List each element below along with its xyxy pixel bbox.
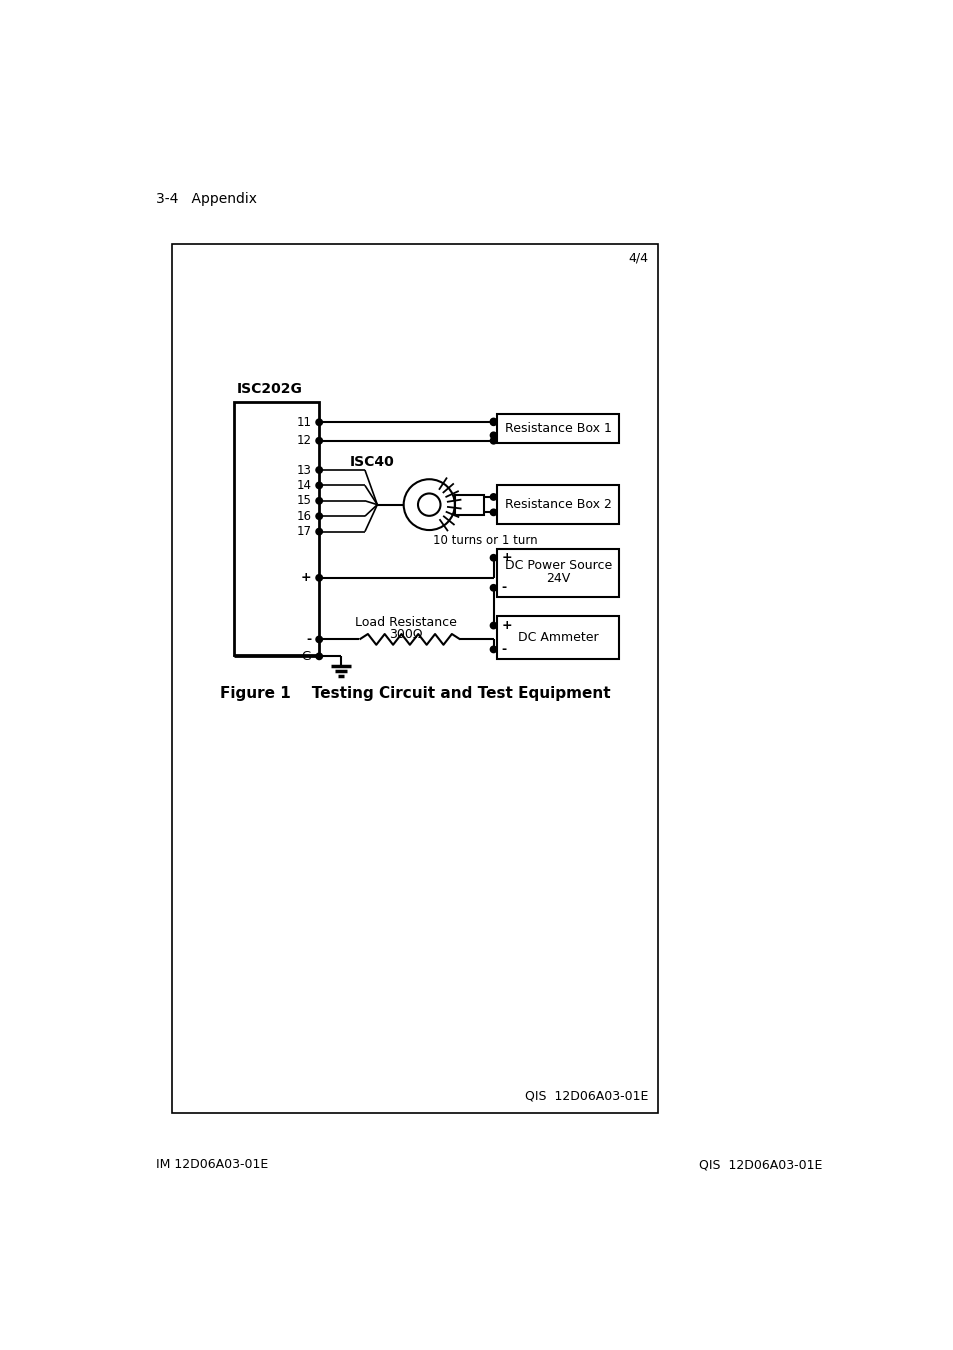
Bar	[455, 494, 484, 514]
Text: Load Resistance: Load Resistance	[355, 616, 456, 629]
Circle shape	[315, 528, 322, 535]
Text: 12: 12	[296, 435, 311, 447]
Circle shape	[315, 482, 322, 489]
Circle shape	[490, 585, 497, 591]
Circle shape	[490, 647, 497, 652]
Text: -: -	[306, 633, 311, 645]
Text: +: +	[500, 551, 512, 564]
Text: +: +	[500, 620, 512, 632]
Circle shape	[490, 437, 497, 444]
Text: 17: 17	[296, 525, 311, 539]
Circle shape	[315, 636, 322, 643]
Circle shape	[315, 420, 322, 425]
Circle shape	[490, 418, 497, 424]
Text: DC Power Source: DC Power Source	[504, 559, 611, 572]
Circle shape	[490, 622, 497, 629]
Text: 24V: 24V	[545, 572, 570, 586]
Text: ISC202G: ISC202G	[236, 382, 303, 396]
Bar	[172, 244, 658, 1112]
Text: 300Ω: 300Ω	[389, 628, 422, 641]
Bar	[497, 414, 618, 443]
Circle shape	[315, 575, 322, 580]
Text: 11: 11	[296, 416, 311, 429]
Circle shape	[417, 494, 440, 516]
Bar	[233, 402, 319, 655]
Circle shape	[315, 653, 322, 659]
Bar	[497, 486, 618, 524]
Circle shape	[315, 513, 322, 520]
Text: G: G	[301, 649, 311, 663]
Text: 13: 13	[296, 463, 311, 477]
Text: -: -	[500, 643, 506, 656]
Text: ISC40: ISC40	[350, 455, 395, 470]
Text: DC Ammeter: DC Ammeter	[517, 630, 598, 644]
Text: 15: 15	[296, 494, 311, 508]
Text: 14: 14	[296, 479, 311, 491]
Circle shape	[490, 494, 497, 499]
Text: 4/4: 4/4	[628, 251, 648, 265]
Text: Resistance Box 2: Resistance Box 2	[504, 498, 611, 512]
Text: 16: 16	[296, 510, 311, 522]
Circle shape	[315, 467, 322, 472]
Text: Figure 1    Testing Circuit and Test Equipment: Figure 1 Testing Circuit and Test Equipm…	[219, 686, 610, 701]
Circle shape	[315, 437, 322, 444]
Text: -: -	[500, 582, 506, 594]
Text: IM 12D06A03-01E: IM 12D06A03-01E	[155, 1158, 268, 1170]
Circle shape	[403, 479, 455, 531]
Text: QIS  12D06A03-01E: QIS 12D06A03-01E	[525, 1089, 648, 1103]
Text: 10 turns or 1 turn: 10 turns or 1 turn	[433, 535, 537, 547]
Text: QIS  12D06A03-01E: QIS 12D06A03-01E	[698, 1158, 821, 1170]
Circle shape	[490, 432, 497, 439]
Bar	[497, 617, 618, 659]
Circle shape	[490, 555, 497, 560]
Circle shape	[490, 420, 497, 425]
Bar	[497, 548, 618, 597]
Text: +: +	[300, 571, 311, 585]
Circle shape	[315, 498, 322, 504]
Circle shape	[490, 509, 497, 516]
Text: Resistance Box 1: Resistance Box 1	[504, 423, 611, 435]
Text: 3-4   Appendix: 3-4 Appendix	[155, 192, 256, 207]
